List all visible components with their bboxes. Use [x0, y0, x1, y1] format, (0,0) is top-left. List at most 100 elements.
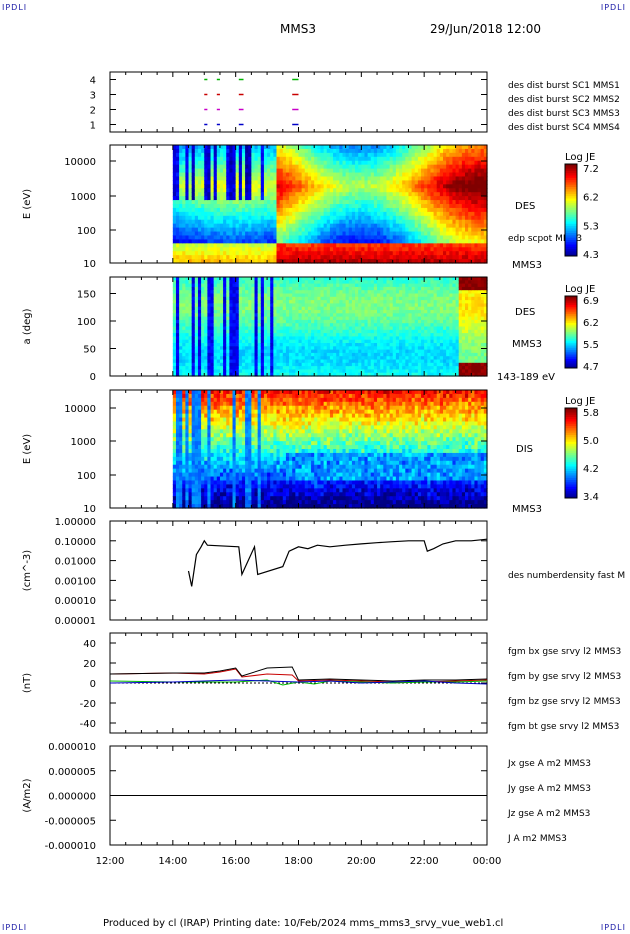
- corner-mark-br: IPDLI: [600, 923, 626, 932]
- spectrogram-cell: [179, 259, 183, 264]
- spectrogram-cell: [172, 243, 177, 248]
- spectrogram-cell: [270, 231, 274, 237]
- spectrogram-cell: [285, 231, 290, 237]
- spectrogram-cell: [276, 372, 281, 377]
- spectrogram-cell: [427, 160, 432, 166]
- spectrogram-cell: [317, 180, 322, 185]
- spectrogram-cell: [179, 277, 183, 281]
- spectrogram-cell: [329, 207, 334, 213]
- spectrogram-cell: [260, 313, 265, 318]
- spectrogram-cell: [201, 172, 205, 178]
- spectrogram-cell: [367, 207, 372, 213]
- spectrogram-cell: [307, 176, 312, 181]
- spectrogram-cell: [439, 160, 444, 166]
- spectrogram-cell: [446, 223, 450, 229]
- spectrogram-cell: [295, 306, 300, 311]
- spectrogram-cell: [317, 323, 322, 328]
- spectrogram-cell: [333, 310, 337, 314]
- spectrogram-cell: [333, 204, 337, 209]
- spectrogram-cell: [273, 313, 278, 318]
- spectrogram-cell: [304, 300, 309, 304]
- spectrogram-cell: [367, 172, 372, 178]
- spectrogram-cell: [449, 235, 454, 240]
- spectrogram-cell: [333, 343, 337, 347]
- spectrogram-cell: [468, 200, 472, 205]
- spectrogram-cell: [320, 323, 325, 328]
- spectrogram-cell: [383, 164, 388, 170]
- spectrogram-cell: [408, 251, 413, 256]
- spectrogram-cell: [446, 188, 450, 193]
- spectrogram-cell: [279, 283, 284, 288]
- spectrogram-cell: [424, 227, 428, 233]
- spectrogram-cell: [260, 164, 265, 170]
- spectrogram-cell: [270, 369, 274, 374]
- spectrogram-cell: [427, 255, 432, 260]
- spectrogram-cell: [373, 211, 378, 217]
- spectrogram-cell: [201, 359, 205, 364]
- spectrogram-cell: [477, 259, 482, 264]
- spectrogram-cell: [219, 306, 224, 311]
- spectrogram-cell: [191, 255, 196, 260]
- spectrogram-cell: [411, 192, 416, 197]
- spectrogram-cell: [405, 180, 410, 185]
- spectrogram-cell: [289, 343, 293, 347]
- spectrogram-cell: [279, 362, 284, 367]
- spectrogram-cell: [201, 145, 205, 150]
- spectrogram-cell: [408, 156, 413, 162]
- spectrogram-cell: [223, 349, 227, 354]
- spectrogram-cell: [292, 196, 296, 201]
- spectrogram-cell: [216, 200, 221, 205]
- spectrogram-cell: [175, 286, 180, 291]
- spectrogram-cell: [267, 336, 271, 341]
- spectrogram-cell: [361, 204, 366, 209]
- spectrogram-cell: [172, 372, 177, 377]
- spectrogram-cell: [223, 204, 227, 209]
- spectrogram-cell: [449, 168, 454, 174]
- spectrogram-cell: [204, 247, 208, 252]
- spectrogram-cell: [430, 211, 435, 217]
- spectrogram-cell: [285, 296, 290, 301]
- spectrogram-cell: [282, 356, 287, 361]
- spectrogram-cell: [223, 362, 227, 367]
- spectrogram-cell: [295, 283, 300, 288]
- spectrogram-cell: [298, 223, 303, 229]
- spectrogram-cell: [345, 251, 350, 256]
- spectrogram-cell: [248, 200, 252, 205]
- spectrogram-cell: [471, 223, 476, 229]
- spectrogram-cell: [219, 372, 224, 377]
- spectrogram-cell: [380, 196, 384, 201]
- spectrogram-cell: [207, 192, 212, 197]
- spectrogram-cell: [295, 286, 300, 291]
- spectrogram-cell: [188, 316, 193, 321]
- spectrogram-cell: [267, 196, 271, 201]
- spectrogram-cell: [345, 300, 350, 304]
- spectrogram-cell: [260, 290, 265, 295]
- spectrogram-cell: [320, 290, 325, 295]
- spectrogram-cell: [194, 333, 199, 337]
- spectrogram-cell: [248, 293, 252, 298]
- spectrogram-cell: [295, 219, 300, 225]
- spectrogram-cell: [175, 296, 180, 301]
- spectrogram-cell: [207, 164, 212, 170]
- spectrogram-cell: [282, 223, 287, 229]
- spectrogram-cell: [317, 251, 322, 256]
- spectrogram-cell: [339, 359, 344, 364]
- spectrogram-cell: [219, 319, 224, 324]
- spectrogram-cell: [188, 259, 193, 264]
- spectrogram-cell: [380, 176, 384, 181]
- spectrogram-cell: [402, 172, 406, 178]
- spectrogram-cell: [449, 247, 454, 252]
- spectrogram-cell: [194, 251, 199, 256]
- spectrogram-cell: [245, 227, 249, 233]
- spectrogram-cell: [241, 323, 246, 328]
- spectrogram-cell: [326, 184, 331, 189]
- spectrogram-cell: [267, 280, 271, 285]
- spectrogram-cell: [289, 259, 293, 264]
- spectrogram-cell: [311, 343, 315, 347]
- spectrogram-cell: [260, 200, 265, 205]
- spectrogram-cell: [443, 231, 447, 237]
- spectrogram-cell: [452, 247, 457, 252]
- spectrogram-cell: [270, 366, 274, 370]
- spectrogram-cell: [455, 255, 460, 260]
- spectrogram-cell: [182, 286, 186, 291]
